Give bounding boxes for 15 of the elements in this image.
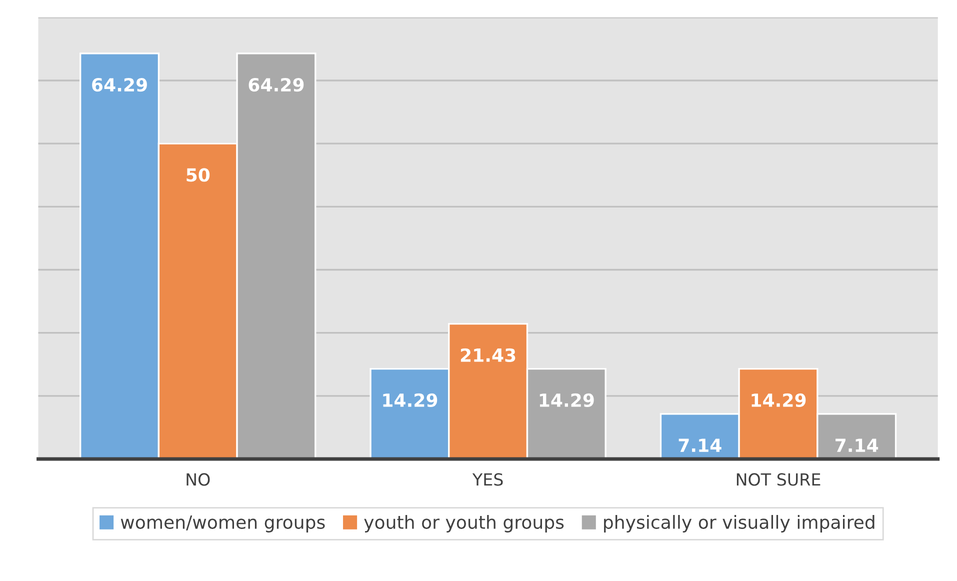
data-label: 21.43 [460,348,516,362]
data-label: 14.29 [540,393,594,408]
data-label: 64.29 [92,78,147,92]
data-label: 50 [186,168,210,182]
x-tick-label: NOT SURE [736,473,820,486]
x-tick-label: NO [186,473,210,486]
data-label: 64.29 [248,78,304,92]
data-label: 7.14 [836,438,878,452]
legend-label: physically or visually impaired [604,514,874,532]
legend-label: youth or youth groups [364,514,564,532]
data-label: 14.29 [383,393,438,408]
x-tick-label: YES [472,473,503,486]
data-label: 7.14 [678,438,722,452]
data-label: 14.29 [752,393,806,408]
legend-label: women/women groups [120,516,325,532]
